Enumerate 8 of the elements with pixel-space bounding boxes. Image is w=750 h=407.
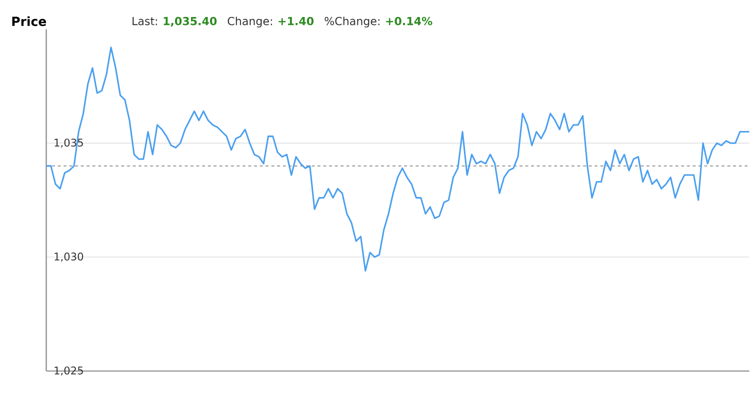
text: +1.40 — [278, 16, 314, 26]
text: 1,035.40 — [164, 16, 217, 26]
text: %Change: — [324, 16, 380, 28]
y-tick-label: 1,030 — [54, 252, 84, 262]
text: Change: — [228, 16, 272, 28]
chart-title: Price — [12, 16, 46, 26]
text: Last: — [132, 16, 157, 26]
text: +0.14% — [386, 16, 432, 26]
